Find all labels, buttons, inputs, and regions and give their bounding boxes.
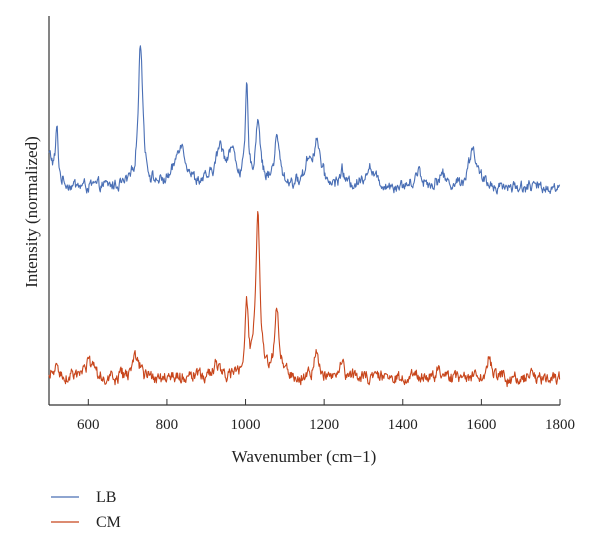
x-tick-label: 600 — [77, 417, 100, 433]
x-tick-label: 1400 — [388, 417, 418, 433]
series-line-lb — [48, 45, 561, 195]
x-axis-title: Wavenumber (cm−1) — [232, 447, 377, 466]
legend-label-lb: LB — [96, 489, 116, 506]
x-ticks: 600 800 1000 1200 1400 1600 1800 — [77, 399, 575, 433]
x-tick-label: 1800 — [545, 417, 575, 433]
plot-area: 600 800 1000 1200 1400 1600 1800 — [48, 16, 575, 433]
series-layer — [48, 45, 561, 388]
legend: LB CM — [51, 489, 121, 531]
y-axis-title: Intensity (normalized) — [22, 136, 41, 288]
x-tick-label: 1200 — [309, 417, 339, 433]
x-tick-label: 1600 — [466, 417, 496, 433]
x-tick-label: 800 — [156, 417, 179, 433]
x-tick-label: 1000 — [231, 417, 261, 433]
legend-label-cm: CM — [96, 514, 121, 531]
series-line-cm — [48, 211, 561, 388]
